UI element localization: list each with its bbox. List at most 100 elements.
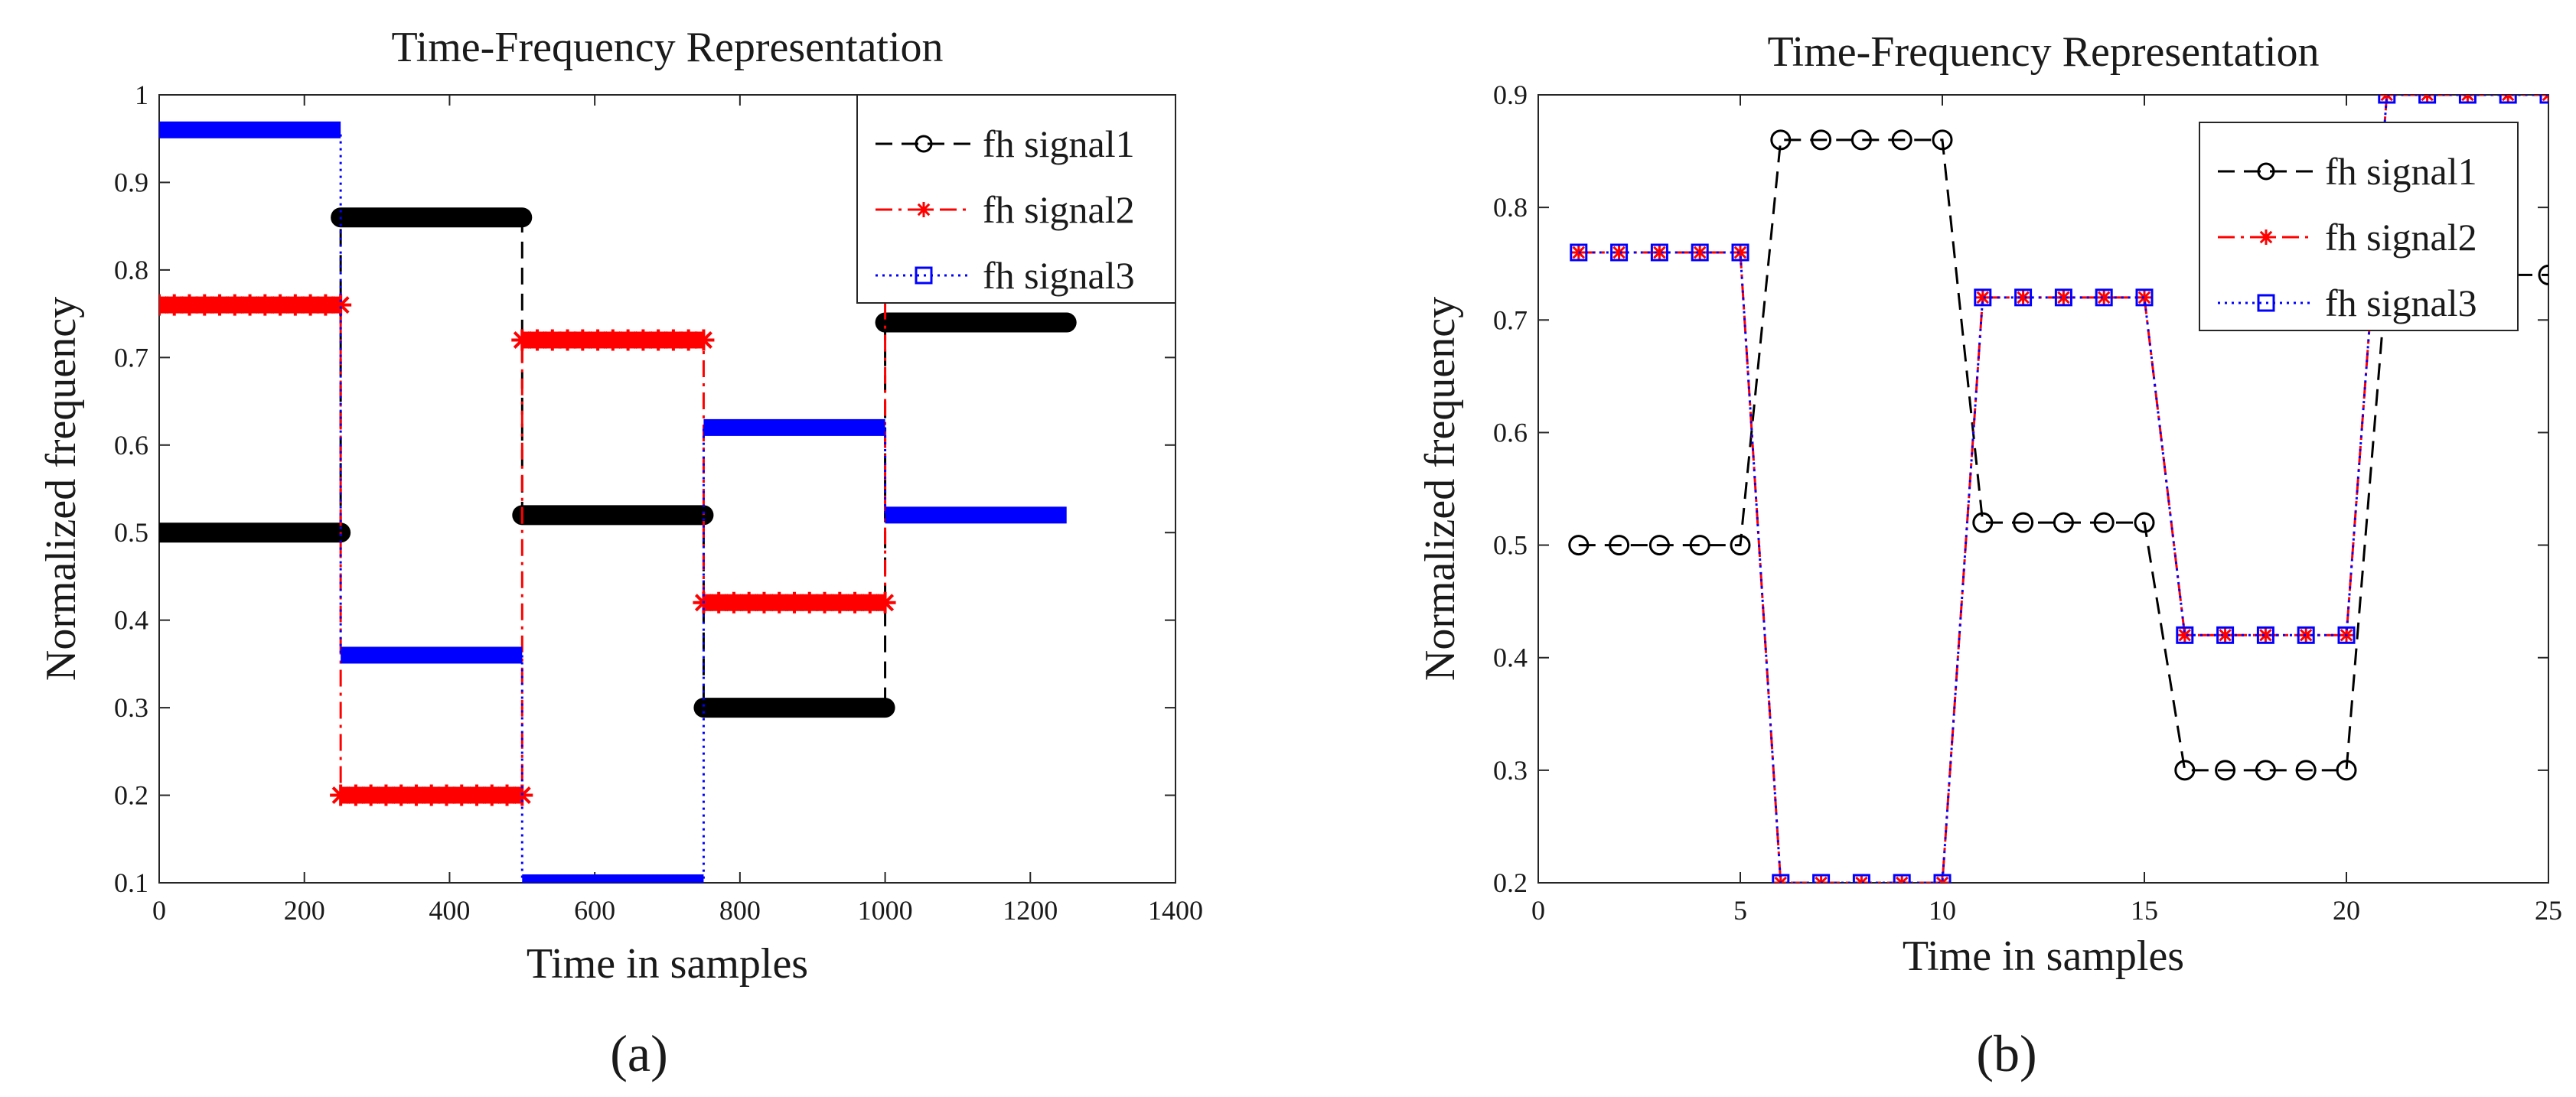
data-point bbox=[2337, 626, 2356, 644]
legend-box-b bbox=[2199, 122, 2519, 331]
series-marker bbox=[451, 784, 473, 806]
y-tick-label: 0.6 bbox=[1493, 417, 1528, 448]
x-tick-label: 25 bbox=[2535, 895, 2562, 926]
series-marker bbox=[617, 329, 639, 351]
legend-label: fh signal3 bbox=[983, 254, 1135, 297]
y-tick-label: 0.2 bbox=[114, 780, 148, 811]
legend-label: fh signal2 bbox=[983, 188, 1135, 231]
series-marker bbox=[360, 784, 382, 806]
data-point bbox=[2095, 288, 2113, 307]
series-marker bbox=[511, 329, 533, 351]
legend-label: fh signal2 bbox=[2325, 216, 2477, 259]
series-marker bbox=[722, 591, 745, 614]
data-point bbox=[1568, 535, 1590, 556]
data-point bbox=[1933, 874, 1952, 883]
y-axis-label-b: Normalized frequency bbox=[1417, 297, 1464, 681]
data-point bbox=[2295, 760, 2317, 781]
x-tick-label: 1200 bbox=[1003, 895, 1058, 926]
data-point bbox=[1932, 129, 1953, 151]
y-tick-label: 0.9 bbox=[114, 167, 148, 197]
data-point bbox=[1730, 535, 1751, 556]
data-point bbox=[1692, 245, 1708, 260]
data-point bbox=[2174, 760, 2196, 781]
series-marker bbox=[375, 784, 397, 806]
data-point bbox=[2177, 627, 2193, 643]
x-axis-label-b: Time in samples bbox=[1903, 933, 2184, 980]
series-marker bbox=[798, 591, 820, 614]
series-marker bbox=[874, 591, 896, 614]
data-point bbox=[2378, 95, 2396, 104]
series-segment bbox=[159, 121, 341, 138]
data-point bbox=[2297, 626, 2315, 644]
data-point bbox=[1650, 243, 1668, 262]
series-marker bbox=[647, 329, 670, 351]
data-point bbox=[2014, 288, 2033, 307]
data-point bbox=[1852, 874, 1870, 883]
x-tick-label: 5 bbox=[1733, 895, 1747, 926]
data-point bbox=[1691, 243, 1709, 262]
legend-marker bbox=[2257, 294, 2275, 312]
data-point bbox=[1974, 288, 1992, 307]
series-marker bbox=[844, 591, 866, 614]
series-marker bbox=[178, 294, 201, 316]
x-tick-label: 20 bbox=[2333, 895, 2360, 926]
series-marker bbox=[254, 294, 276, 316]
data-point bbox=[2541, 95, 2548, 103]
series-segment bbox=[703, 418, 885, 436]
series-marker bbox=[284, 294, 306, 316]
x-tick-label: 600 bbox=[574, 895, 615, 926]
x-axis-b: 0 5 10 15 20 25 bbox=[1531, 95, 2562, 926]
chart-title-a: Time-Frequency Representation bbox=[391, 24, 943, 71]
data-point bbox=[2215, 760, 2236, 781]
legend-marker bbox=[916, 202, 931, 217]
series-marker bbox=[390, 784, 412, 806]
y-tick-label: 0.7 bbox=[114, 342, 148, 373]
legend-marker bbox=[2257, 162, 2275, 181]
series-marker bbox=[677, 329, 699, 351]
x-tick-label: 10 bbox=[1929, 895, 1956, 926]
legend-marker bbox=[2258, 229, 2274, 245]
x-axis-label-a: Time in samples bbox=[527, 940, 808, 988]
legend-label: fh signal1 bbox=[983, 122, 1135, 165]
data-point bbox=[2096, 289, 2112, 305]
data-point bbox=[2336, 760, 2357, 781]
y-axis-a: 0.1 0.2 0.3 0.4 0.5 0.6 0.7 0.8 0.9 1 bbox=[114, 80, 1176, 898]
x-tick-label: 400 bbox=[429, 895, 470, 926]
series-marker bbox=[814, 591, 836, 614]
y-tick-label: 0.1 bbox=[114, 868, 148, 898]
series-marker bbox=[330, 784, 352, 806]
panel-label-a: (a) bbox=[610, 1024, 667, 1082]
series-marker bbox=[859, 591, 881, 614]
data-point bbox=[1652, 245, 1668, 260]
chart-panel-a: Time-Frequency Representation 0.1 0.2 0.3 0… bbox=[37, 24, 1203, 1082]
data-point bbox=[1733, 245, 1748, 260]
legend-label: fh signal1 bbox=[2325, 150, 2477, 193]
data-point bbox=[2458, 95, 2477, 104]
y-tick-label: 0.7 bbox=[1493, 304, 1528, 335]
data-point bbox=[1850, 129, 1872, 151]
y-tick-label: 0.3 bbox=[114, 692, 148, 723]
series-marker bbox=[602, 329, 624, 351]
series-marker bbox=[784, 591, 805, 614]
data-point bbox=[2135, 288, 2154, 307]
data-point bbox=[1812, 874, 1831, 883]
panel-label-b: (b) bbox=[1976, 1024, 2036, 1082]
series-marker bbox=[405, 784, 427, 806]
x-axis-a: 0 200 400 600 800 1000 1200 1400 bbox=[152, 95, 1203, 926]
series-marker bbox=[330, 294, 352, 316]
y-tick-label: 0.5 bbox=[1493, 530, 1528, 561]
data-point bbox=[2538, 264, 2548, 285]
y-tick-label: 0.5 bbox=[114, 517, 148, 548]
series-line bbox=[159, 129, 1067, 883]
data-point bbox=[1935, 875, 1950, 883]
data-point bbox=[2255, 760, 2276, 781]
legend-b: fh signal1 fh signal2 fh signal3 bbox=[2199, 122, 2519, 331]
y-tick-label: 0.6 bbox=[114, 430, 148, 461]
series-marker bbox=[315, 294, 337, 316]
series-marker bbox=[556, 329, 579, 351]
series-marker bbox=[587, 329, 609, 351]
y-tick-label: 0.8 bbox=[114, 255, 148, 285]
series-marker bbox=[693, 329, 715, 351]
data-point bbox=[2056, 289, 2072, 305]
